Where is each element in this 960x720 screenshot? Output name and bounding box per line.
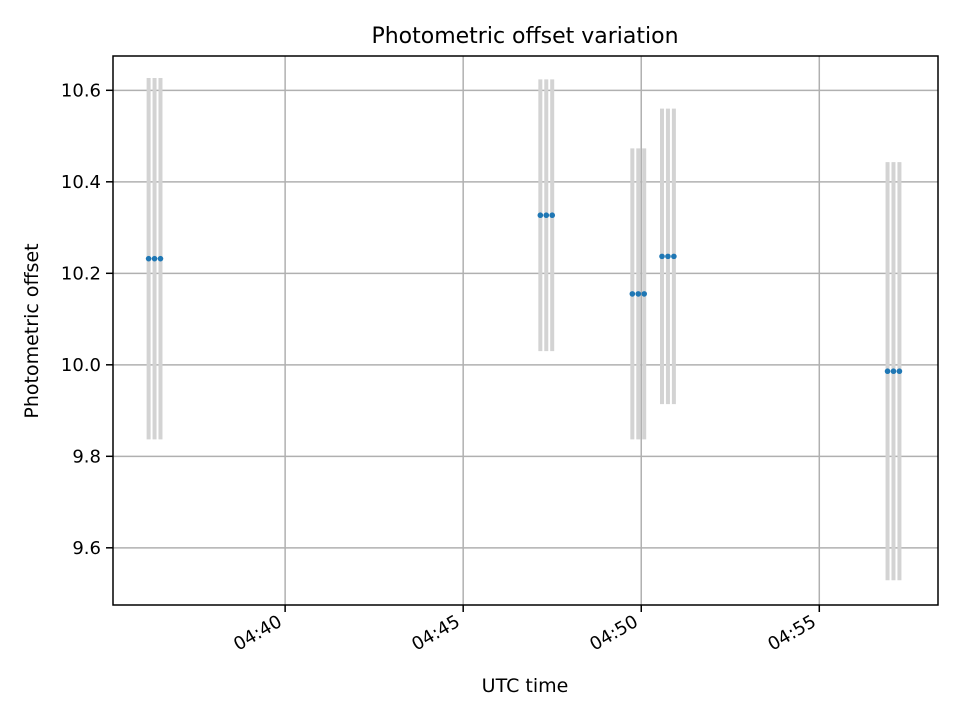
data-points: [145, 212, 903, 375]
x-tick-label: 04:55: [764, 611, 819, 655]
y-axis-ticks: 9.6 9.8 10.0 10.2 10.4 10.6: [61, 80, 113, 559]
data-point: [635, 291, 642, 297]
x-axis-label: UTC time: [482, 675, 569, 697]
data-point: [671, 253, 677, 260]
y-tick-label: 10.0: [61, 355, 101, 376]
data-point: [549, 212, 556, 219]
data-point: [157, 255, 164, 262]
data-point: [890, 368, 897, 375]
x-tick-label: 04:45: [408, 611, 463, 655]
y-axis-label: Photometric offset: [21, 243, 43, 418]
data-point: [641, 291, 648, 297]
chart-title: Photometric offset variation: [371, 24, 678, 49]
y-tick-label: 10.2: [61, 263, 101, 284]
x-tick-label: 04:40: [230, 611, 285, 655]
data-point: [543, 212, 550, 219]
data-point: [537, 212, 544, 219]
data-point: [659, 253, 665, 260]
grid: [113, 56, 938, 605]
data-point: [629, 291, 636, 297]
y-tick-label: 10.4: [61, 172, 101, 193]
data-point: [665, 253, 671, 260]
data-point: [145, 255, 152, 262]
error-bars: [146, 77, 902, 581]
data-point: [896, 368, 903, 375]
y-tick-label: 9.8: [72, 446, 101, 467]
plot-frame: [112, 55, 939, 606]
data-point: [884, 368, 891, 375]
x-tick-label: 04:50: [586, 611, 641, 655]
y-tick-label: 10.6: [61, 80, 101, 101]
x-axis-ticks: 04:40 04:45 04:50 04:55: [230, 605, 821, 655]
data-point: [151, 255, 158, 262]
y-tick-label: 9.6: [72, 538, 101, 559]
